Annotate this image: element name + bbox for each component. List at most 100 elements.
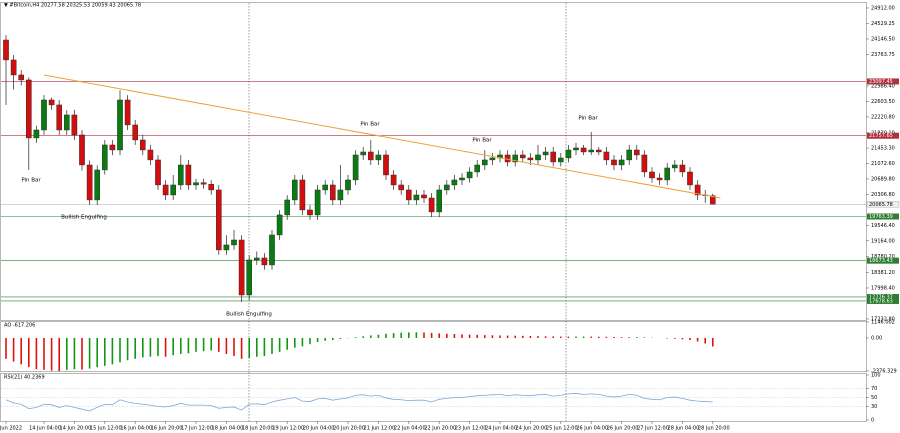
candle-body	[147, 149, 154, 161]
candle-body	[253, 257, 260, 261]
y-tick-label: 19546.40	[871, 223, 895, 229]
candle-body	[664, 167, 670, 181]
candle-body	[284, 199, 291, 216]
y-tick-label: 0.00	[871, 335, 882, 341]
level-label: 18673.43	[869, 258, 893, 264]
candle-body	[56, 104, 62, 131]
candle-body	[512, 154, 518, 163]
candle-body	[269, 234, 275, 266]
candle-body	[33, 129, 40, 139]
x-tick-label: 24 Jun 04:00	[485, 426, 517, 432]
candle-body	[466, 171, 473, 179]
candle-body	[679, 164, 686, 173]
candle-body	[200, 182, 207, 185]
candle-body	[489, 157, 496, 161]
candle-body	[132, 124, 139, 141]
y-tick-label: 22603.50	[871, 99, 895, 105]
candle-body	[185, 164, 192, 186]
candle-body	[694, 184, 701, 196]
candle-body	[18, 74, 25, 81]
x-tick-label: 28 Jun 04:00	[668, 426, 700, 432]
candle-body	[687, 171, 693, 186]
candle-body	[428, 197, 435, 213]
candle-body	[71, 114, 78, 136]
candle-body	[155, 159, 161, 186]
candle-body	[3, 39, 9, 61]
x-tick-label: 27 Jun 12:00	[637, 426, 669, 432]
y-tick-label: 20306.80	[871, 192, 895, 198]
candle-body	[231, 239, 237, 246]
candle-body	[193, 182, 199, 186]
x-tick-label: 25 Jun 12:00	[546, 426, 578, 432]
level-tag	[867, 213, 899, 220]
trendline	[43, 74, 721, 199]
level-label: 17678.63	[869, 298, 893, 304]
candle-body	[451, 179, 458, 186]
header: ▼ #Bitcoin,H4 20277.58 20325.53 20059.43…	[4, 3, 141, 9]
x-tick-label: 28 Jun 20:00	[698, 426, 730, 432]
candle-body	[535, 154, 541, 161]
candle-body	[139, 139, 146, 151]
x-tick-label: 16 Jun 20:00	[151, 426, 183, 432]
candle-body	[162, 184, 169, 196]
y-tick-label: 21072.60	[871, 161, 895, 167]
candle-body	[101, 144, 108, 171]
candle-body	[520, 154, 526, 159]
candle-body	[459, 177, 465, 181]
y-tick-label: 17998.40	[871, 285, 895, 291]
y-tick-label: 24912.00	[871, 5, 895, 11]
x-tick-label: 20 Jun 04:00	[303, 426, 335, 432]
candle-body	[588, 149, 594, 153]
annotation: Pin Bar	[578, 116, 598, 122]
candle-body	[611, 159, 617, 166]
candle-body	[618, 159, 625, 166]
candle-body	[109, 144, 116, 151]
candle-body	[550, 151, 556, 163]
candle-body	[656, 177, 663, 181]
candle-body	[246, 259, 253, 296]
candle-body	[596, 149, 602, 153]
candle-body	[641, 154, 648, 173]
candle-body	[63, 114, 70, 131]
candle-body	[276, 214, 283, 236]
candle-body	[383, 154, 389, 176]
candle-body	[710, 195, 716, 205]
y-tick-label: 18780.20	[871, 254, 895, 260]
x-tick-label: 18 Jun 04:00	[212, 426, 244, 432]
level-tag	[867, 132, 899, 139]
x-tick-label: 22 Jun 04:00	[394, 426, 426, 432]
level-label: 19763.39	[869, 214, 893, 220]
annotation: Pin Bar	[360, 122, 380, 128]
candle-body	[10, 59, 17, 76]
rsi-line	[5, 393, 713, 412]
candle-body	[117, 99, 123, 151]
level-label: 17776.37	[869, 294, 893, 300]
x-tick-label: 17 Jun 12:00	[181, 426, 213, 432]
y-tick-label: 70	[871, 386, 877, 392]
candle-body	[177, 164, 184, 186]
candle-body	[79, 134, 85, 166]
candle-body	[261, 257, 268, 266]
candle-body	[474, 164, 481, 173]
candle-body	[352, 154, 359, 181]
candle-body	[444, 184, 450, 191]
candle-body	[41, 99, 47, 131]
main-pane	[0, 2, 867, 321]
annotation: Bullish Engulfing	[61, 215, 107, 221]
annotation: Bullish Engulfing	[226, 312, 272, 318]
candle-body	[223, 244, 230, 251]
candle-body	[94, 169, 100, 201]
y-tick-label: 22220.80	[871, 114, 895, 120]
x-tick-label: 26 Jun 20:00	[607, 426, 639, 432]
y-tick-label: 100	[871, 373, 881, 379]
candle-body	[360, 151, 367, 156]
annotation: Pin Bar	[472, 138, 492, 144]
candle-body	[634, 149, 640, 156]
x-tick-label: 18 Jun 20:00	[242, 426, 274, 432]
candle-body	[375, 154, 382, 161]
y-tick-label: 21453.30	[871, 146, 895, 152]
ao-title: AO -617.206	[4, 323, 35, 329]
x-tick-label: 19 Jun 12:00	[272, 426, 304, 432]
candle-body	[482, 159, 488, 166]
candle-body	[573, 147, 579, 151]
